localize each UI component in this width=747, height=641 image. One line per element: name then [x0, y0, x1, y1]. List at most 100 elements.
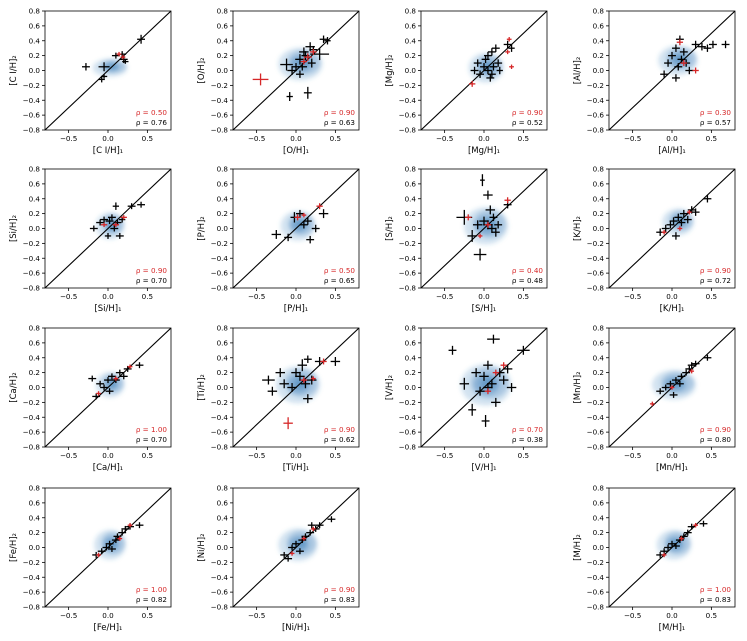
highlight-point — [686, 209, 692, 215]
highlight-point — [469, 80, 476, 87]
highlight-point — [509, 64, 514, 70]
y-tick-label: 0.2 — [593, 209, 604, 218]
data-point — [135, 362, 144, 369]
rho-red-label: ρ = 1.00 — [700, 585, 732, 594]
y-tick-label: −0.2 — [211, 239, 228, 248]
y-tick-label: −0.2 — [211, 558, 228, 567]
rho-red-label: ρ = 1.00 — [136, 585, 168, 594]
data-point — [486, 74, 495, 82]
y-tick-label: 0.2 — [405, 368, 416, 377]
highlight-point — [477, 233, 483, 239]
data-point — [677, 55, 686, 64]
data-point — [105, 218, 114, 225]
y-tick-label: −0.4 — [211, 413, 229, 422]
data-point — [691, 40, 700, 49]
data-point — [280, 551, 289, 558]
x-tick-label: 0.5 — [330, 292, 341, 301]
y-tick-label: 0.0 — [593, 543, 605, 552]
data-point — [330, 357, 341, 366]
y-tick-label: −0.2 — [587, 398, 604, 407]
data-point — [672, 74, 680, 82]
y-axis-label: [O/H]₂ — [197, 58, 207, 84]
y-tick-label: 0.6 — [405, 179, 417, 188]
data-point — [303, 394, 313, 404]
data-point — [324, 37, 331, 45]
x-axis-label: [Mn/H]₁ — [656, 463, 688, 473]
y-tick-label: 0.4 — [405, 36, 417, 45]
data-point — [297, 359, 308, 372]
data-point — [656, 388, 665, 395]
y-tick-label: 0.4 — [593, 194, 605, 203]
y-tick-label: −0.4 — [587, 254, 605, 263]
data-point — [295, 371, 305, 381]
rho-red-label: ρ = 0.90 — [136, 266, 168, 275]
data-point — [110, 225, 119, 232]
y-tick-label: 0.8 — [593, 165, 605, 174]
x-tick-label: 0.0 — [290, 611, 302, 620]
x-tick-label: −0.5 — [624, 292, 641, 301]
y-tick-label: −0.8 — [587, 126, 605, 135]
x-axis-label: [C I/H]₁ — [93, 146, 123, 156]
highlight-point — [294, 214, 301, 221]
y-tick-label: −0.8 — [399, 284, 417, 293]
rho-black-label: ρ = 0.82 — [136, 595, 167, 604]
data-point — [677, 218, 686, 227]
highlight-point — [500, 362, 507, 369]
data-point — [284, 555, 293, 562]
y-tick-label: −0.4 — [587, 573, 605, 582]
y-tick-label: 0.4 — [593, 513, 605, 522]
highlight-point — [117, 536, 123, 541]
data-point — [672, 543, 680, 549]
one-to-one-line — [45, 11, 171, 130]
highlight-point — [289, 551, 295, 556]
y-tick-label: −0.4 — [23, 573, 41, 582]
x-axis-label: [Ni/H]₁ — [282, 623, 310, 633]
y-tick-label: −0.8 — [587, 603, 605, 612]
data-point — [498, 375, 509, 385]
x-tick-label: 0.5 — [142, 611, 153, 620]
x-tick-label: −0.5 — [60, 134, 77, 143]
data-point — [703, 354, 712, 361]
y-axis-label: [V/H]₂ — [385, 375, 395, 400]
x-tick-label: 0.0 — [102, 134, 114, 143]
y-tick-label: −0.4 — [23, 254, 41, 263]
data-point — [292, 540, 300, 547]
y-tick-label: −0.6 — [587, 428, 605, 437]
data-point — [303, 217, 312, 225]
data-point — [88, 375, 97, 382]
y-tick-label: 0.6 — [593, 498, 605, 507]
x-tick-label: 0.5 — [706, 134, 717, 143]
y-tick-label: 0.8 — [217, 484, 229, 493]
data-point — [479, 371, 489, 381]
y-tick-label: −0.4 — [23, 413, 41, 422]
data-point — [108, 546, 116, 552]
x-tick-label: −0.5 — [60, 292, 77, 301]
data-point — [296, 209, 304, 218]
y-tick-label: 0.0 — [29, 383, 41, 392]
data-point — [489, 213, 498, 222]
panel-fe1: −0.8 −0.6 −0.4 −0.2 0.0 0.2 0.4 0.6 0.8 −0.5 0.0 0.… — [9, 484, 172, 633]
y-tick-label: −0.8 — [399, 443, 417, 452]
y-axis-label: [Ca/H]₂ — [9, 372, 19, 402]
data-point — [89, 225, 98, 232]
y-tick-label: 0.4 — [217, 513, 229, 522]
y-axis-label: [K/H]₂ — [573, 216, 583, 241]
data-point — [291, 368, 301, 378]
data-point — [699, 520, 708, 527]
y-tick-label: −0.4 — [587, 96, 605, 105]
x-tick-label: −0.5 — [248, 611, 265, 620]
data-point — [664, 59, 672, 67]
x-tick-label: −0.5 — [248, 134, 265, 143]
y-tick-label: −0.2 — [399, 398, 416, 407]
rho-red-label: ρ = 0.90 — [324, 108, 356, 117]
data-point — [306, 529, 315, 536]
data-point — [98, 62, 110, 72]
y-tick-label: 0.2 — [29, 368, 40, 377]
data-point — [480, 63, 488, 71]
data-point — [691, 208, 700, 216]
y-tick-label: 0.0 — [217, 383, 229, 392]
data-point — [471, 368, 481, 378]
highlight-point — [127, 364, 133, 369]
y-tick-label: 0.4 — [593, 36, 605, 45]
data-point — [467, 229, 477, 242]
